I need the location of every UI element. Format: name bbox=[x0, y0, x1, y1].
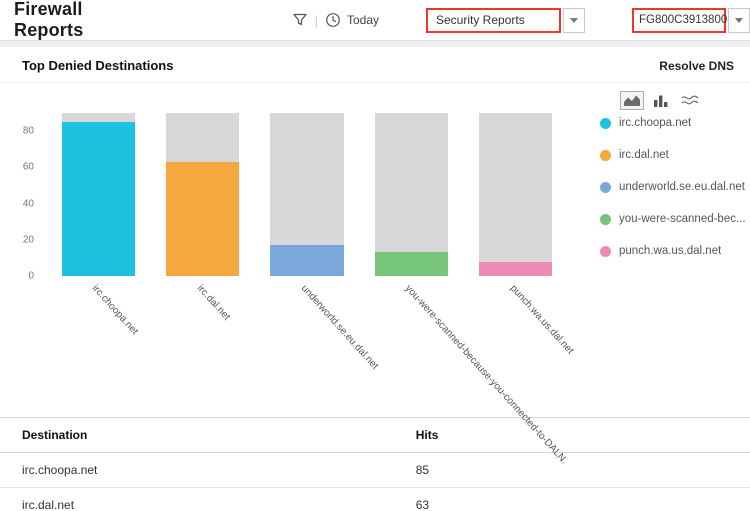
bar-track bbox=[61, 113, 135, 276]
legend-dot-icon bbox=[600, 181, 611, 193]
stream-chart-icon[interactable] bbox=[678, 91, 702, 110]
x-axis-label: punch.wa.us.dal.net bbox=[507, 283, 576, 357]
legend-dot-icon bbox=[600, 149, 611, 161]
destination-cell: irc.dal.net bbox=[0, 487, 394, 511]
bar-slot[interactable] bbox=[255, 113, 359, 276]
bar-slot[interactable] bbox=[150, 113, 254, 276]
bar-irc.choopa.net[interactable] bbox=[61, 122, 135, 276]
legend-label: irc.dal.net bbox=[619, 149, 669, 161]
time-range-label[interactable]: Today bbox=[346, 13, 379, 27]
x-axis-label: irc.dal.net bbox=[194, 283, 232, 323]
x-axis-labels: irc.choopa.net irc.dal.net underworld.se.e… bbox=[46, 281, 575, 466]
page-title: Firewall Reports bbox=[14, 0, 84, 40]
legend-item[interactable]: underworld.se.eu.dal.net bbox=[600, 181, 746, 193]
legend-label: irc.choopa.net bbox=[619, 117, 692, 129]
panel-title: Top Denied Destinations bbox=[22, 58, 174, 73]
legend-dot-icon bbox=[600, 245, 611, 257]
chart-type-toolbar bbox=[620, 91, 702, 110]
topbar: Firewall Reports | Today Security Report… bbox=[0, 0, 750, 41]
bar-track bbox=[166, 113, 240, 276]
device-select-group: FG800C3913800555 bbox=[632, 7, 750, 33]
legend-item[interactable]: you-were-scanned-bec... bbox=[600, 213, 746, 225]
legend-dot-icon bbox=[600, 117, 611, 129]
y-axis-tick-label: 0 bbox=[28, 270, 34, 282]
bar-slot[interactable] bbox=[359, 113, 463, 276]
destination-cell: irc.choopa.net bbox=[0, 452, 394, 488]
y-axis: 0 20 40 60 80 bbox=[0, 113, 44, 282]
legend-label: you-were-scanned-bec... bbox=[619, 213, 746, 225]
chevron-down-icon bbox=[735, 17, 743, 23]
bar-underworld.se.eu.dal.net[interactable] bbox=[270, 245, 344, 276]
filter-icon[interactable] bbox=[292, 12, 308, 28]
chart-region: 0 20 40 60 80 irc.choopa.net irc.dal.net under… bbox=[0, 83, 750, 466]
report-type-select-group: Security Reports bbox=[426, 7, 585, 33]
hits-column-header: Hits bbox=[393, 417, 750, 453]
legend-dot-icon bbox=[600, 213, 611, 225]
chart-legend: irc.choopa.net irc.dal.net underworld.se.e… bbox=[600, 117, 746, 277]
clock-icon[interactable] bbox=[325, 12, 341, 28]
hits-cell: 63 bbox=[393, 487, 750, 511]
table-row[interactable]: irc.dal.net 63 bbox=[0, 487, 750, 511]
y-axis-tick-label: 20 bbox=[22, 234, 34, 246]
bar-irc.dal.net[interactable] bbox=[166, 161, 240, 276]
bar-plot bbox=[46, 113, 568, 276]
bar-punch.wa.us.dal.net[interactable] bbox=[479, 261, 553, 276]
y-axis-tick-label: 80 bbox=[22, 125, 34, 137]
report-type-select[interactable]: Security Reports bbox=[426, 7, 561, 33]
x-axis-label: underworld.se.eu.dal.net bbox=[298, 283, 381, 372]
destinations-table: Destination Hits irc.choopa.net 85 irc.dal… bbox=[0, 417, 750, 511]
area-chart-icon[interactable] bbox=[620, 91, 644, 110]
legend-label: underworld.se.eu.dal.net bbox=[619, 181, 745, 193]
chevron-down-icon bbox=[570, 17, 578, 23]
y-axis-tick-label: 60 bbox=[22, 161, 34, 173]
resolve-dns-link[interactable]: Resolve DNS bbox=[659, 58, 734, 73]
destination-column-header: Destination bbox=[0, 417, 394, 453]
bar-slot[interactable] bbox=[46, 113, 150, 276]
legend-item[interactable]: punch.wa.us.dal.net bbox=[600, 245, 746, 257]
report-panel: Top Denied Destinations Resolve DNS 0 20 4… bbox=[0, 47, 750, 511]
bar-you-were-scanned-because-you-connected-to-DALN.[interactable] bbox=[374, 252, 448, 276]
hits-cell: 85 bbox=[393, 452, 750, 488]
legend-item[interactable]: irc.dal.net bbox=[600, 149, 746, 161]
x-axis-label: irc.choopa.net bbox=[90, 283, 141, 338]
bar-track bbox=[479, 113, 553, 276]
table-row[interactable]: irc.choopa.net 85 bbox=[0, 452, 750, 488]
bar-track bbox=[270, 113, 344, 276]
legend-item[interactable]: irc.choopa.net bbox=[600, 117, 746, 129]
report-type-select-arrow[interactable] bbox=[563, 7, 585, 33]
device-select[interactable]: FG800C3913800555 bbox=[632, 7, 746, 33]
panel-header: Top Denied Destinations Resolve DNS bbox=[0, 47, 750, 83]
table-body: irc.choopa.net 85 irc.dal.net 63 bbox=[0, 452, 750, 511]
y-axis-tick-label: 40 bbox=[22, 198, 34, 210]
bar-slot[interactable] bbox=[464, 113, 568, 276]
table-header-row: Destination Hits bbox=[0, 417, 750, 453]
bar-track bbox=[374, 113, 448, 276]
table-head: Destination Hits bbox=[0, 417, 750, 453]
bar-chart-icon[interactable] bbox=[649, 91, 673, 110]
legend-label: punch.wa.us.dal.net bbox=[619, 245, 722, 257]
report-type-value: Security Reports bbox=[436, 13, 525, 27]
device-select-arrow[interactable] bbox=[728, 7, 750, 33]
device-select-value: FG800C3913800555 bbox=[639, 14, 747, 26]
divider: | bbox=[314, 12, 318, 28]
